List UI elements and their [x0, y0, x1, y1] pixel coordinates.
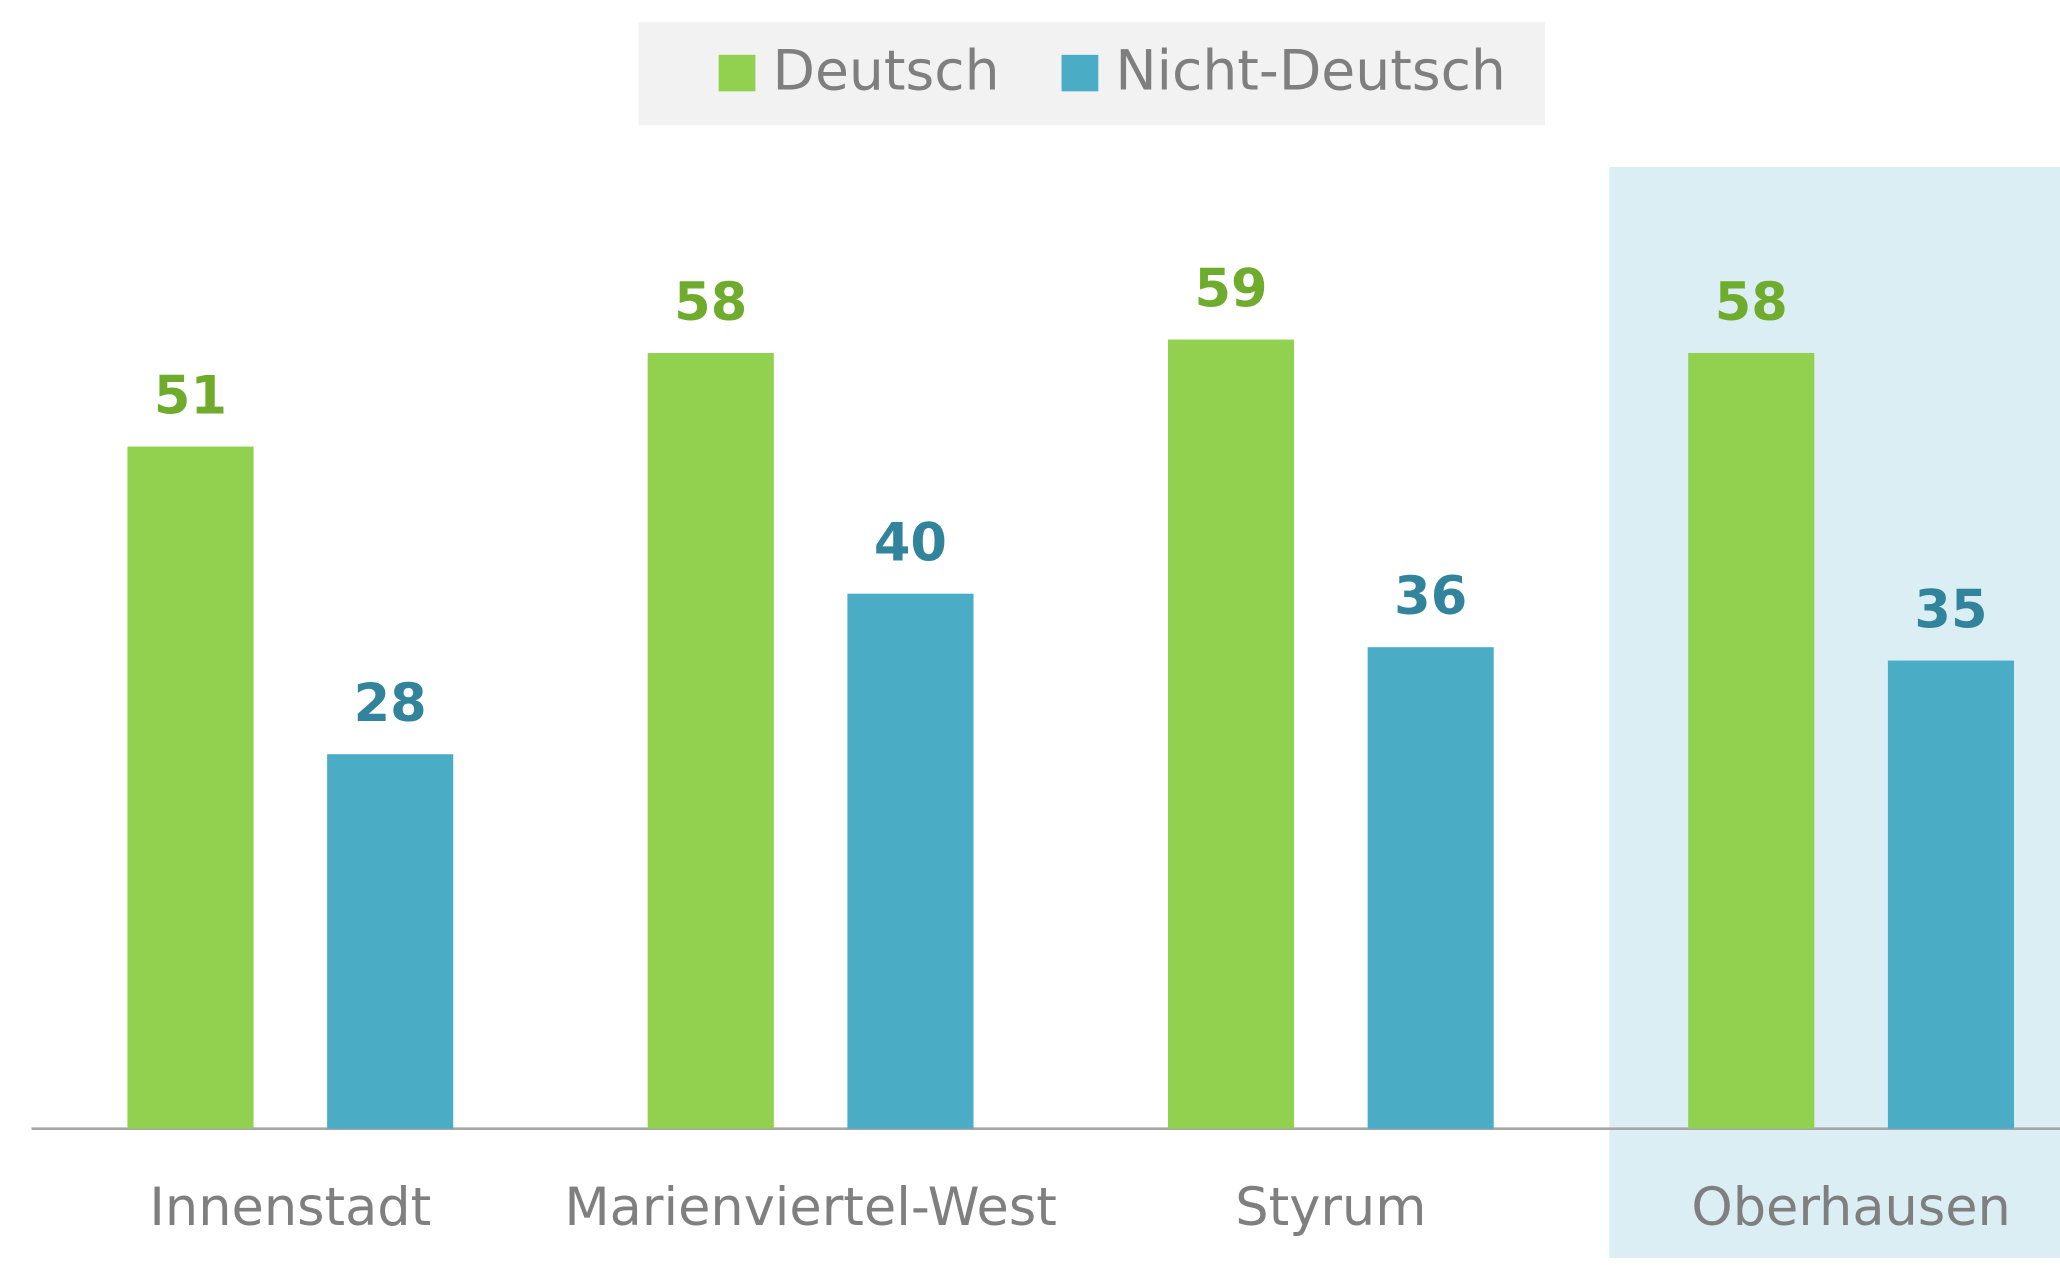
bar — [1887, 660, 2015, 1129]
legend-label: Deutsch — [773, 39, 1000, 103]
x-tick-label: Innenstadt — [149, 1177, 431, 1238]
bar — [1688, 352, 1815, 1129]
bar — [327, 754, 454, 1129]
legend-swatch — [1061, 54, 1099, 92]
x-tick-label: Styrum — [1235, 1177, 1426, 1238]
bar — [647, 352, 774, 1129]
x-tick-label: Marienviertel-West — [564, 1177, 1056, 1238]
x-tick-label: Oberhausen — [1691, 1177, 2010, 1238]
value-label: 59 — [1194, 259, 1267, 320]
value-label: 28 — [354, 673, 427, 734]
value-label: 36 — [1394, 566, 1467, 627]
legend-label: Nicht-Deutsch — [1115, 39, 1506, 103]
bar — [1167, 339, 1295, 1129]
bar — [1367, 647, 1494, 1129]
value-label: 58 — [1715, 272, 1788, 333]
value-label: 40 — [874, 513, 947, 574]
bar — [127, 446, 254, 1129]
value-label: 35 — [1914, 580, 1987, 641]
value-label: 51 — [154, 366, 227, 427]
value-label: 58 — [674, 272, 747, 333]
bar — [847, 593, 974, 1129]
legend-swatch — [718, 54, 756, 92]
